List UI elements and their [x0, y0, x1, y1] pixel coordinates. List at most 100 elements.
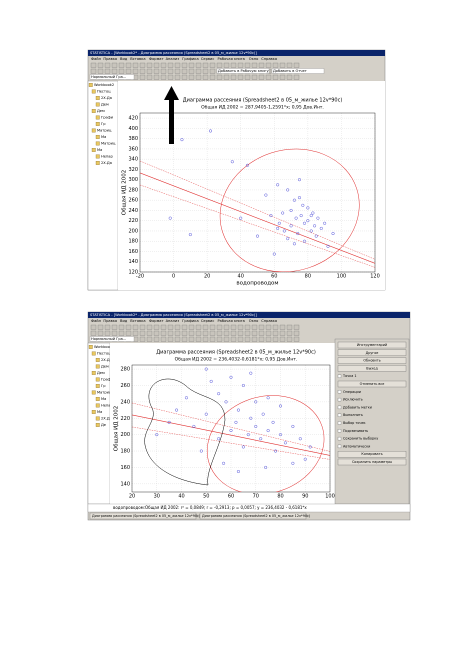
menu-item[interactable]: Формат: [149, 319, 164, 323]
menu-item[interactable]: Вставка: [130, 319, 145, 323]
toolbar-icon[interactable]: [202, 336, 209, 342]
tree-item[interactable]: Матриц: [101, 142, 116, 146]
toolbar-icon[interactable]: [279, 324, 286, 330]
tree-item[interactable]: Workbook2: [94, 83, 114, 87]
menu-item[interactable]: Вид: [120, 319, 128, 323]
dialog-button[interactable]: [337, 451, 407, 458]
toolbar-icon[interactable]: [258, 74, 265, 80]
toolbar-icon[interactable]: [265, 74, 272, 80]
toolbar-icon[interactable]: [146, 62, 153, 68]
toolbar-icon[interactable]: [202, 68, 209, 74]
menu-item[interactable]: Справка: [261, 57, 277, 61]
toolbar-icon[interactable]: [174, 324, 181, 330]
toolbar-field[interactable]: [89, 74, 135, 80]
toolbar-icon[interactable]: [223, 324, 230, 330]
menu-item[interactable]: Формат: [149, 57, 164, 61]
tree-item[interactable]: Матриц: [97, 391, 112, 395]
menu-item[interactable]: Правка: [103, 319, 117, 323]
menu-item[interactable]: Анализ: [166, 57, 180, 61]
tree-item[interactable]: Ма: [101, 135, 106, 139]
dialog-check[interactable]: [337, 436, 342, 441]
toolbar-icon[interactable]: [167, 336, 174, 342]
toolbar-icon[interactable]: [272, 336, 279, 342]
toolbar-icon[interactable]: [244, 324, 251, 330]
dialog-check[interactable]: [337, 444, 342, 449]
toolbar-icon[interactable]: [202, 324, 209, 330]
toolbar-icon[interactable]: [188, 62, 195, 68]
toolbar-icon[interactable]: [167, 68, 174, 74]
toolbar-icon[interactable]: [286, 324, 293, 330]
tree-item[interactable]: Гр: [101, 122, 106, 126]
toolbar-icon[interactable]: [104, 62, 111, 68]
toolbar-icon[interactable]: [174, 68, 181, 74]
toolbar-icon[interactable]: [237, 324, 244, 330]
toolbar-icon[interactable]: [258, 336, 265, 342]
tree-item[interactable]: Ма: [97, 410, 102, 414]
toolbar-icon[interactable]: [111, 68, 118, 74]
task-button[interactable]: [89, 512, 197, 520]
menu-item[interactable]: Окно: [249, 57, 259, 61]
toolbar-icon[interactable]: [118, 330, 125, 336]
toolbar-icon[interactable]: [216, 336, 223, 342]
dialog-button[interactable]: [337, 357, 407, 364]
toolbar-icon[interactable]: [97, 62, 104, 68]
toolbar-icon[interactable]: [293, 336, 300, 342]
tree-item[interactable]: Дем: [97, 371, 105, 375]
toolbar-icon[interactable]: [188, 336, 195, 342]
dialog-check[interactable]: [337, 405, 342, 410]
tree-item[interactable]: Workbook2: [94, 345, 114, 349]
toolbar-icon[interactable]: [286, 74, 293, 80]
toolbar-icon[interactable]: [258, 330, 265, 336]
toolbar-icon[interactable]: [244, 74, 251, 80]
toolbar-icon[interactable]: [223, 330, 230, 336]
toolbar-icon[interactable]: [195, 62, 202, 68]
toolbar-icon[interactable]: [230, 336, 237, 342]
toolbar-icon[interactable]: [195, 324, 202, 330]
tree-item[interactable]: Непар: [101, 404, 113, 408]
toolbar-icon[interactable]: [216, 324, 223, 330]
tree-item[interactable]: Графи: [101, 378, 114, 382]
toolbar-icon[interactable]: [244, 330, 251, 336]
toolbar-icon[interactable]: [139, 74, 146, 80]
toolbar-icon[interactable]: [153, 74, 160, 80]
toolbar-icon[interactable]: [202, 330, 209, 336]
toolbar-icon[interactable]: [111, 324, 118, 330]
menu-item[interactable]: Сервис: [201, 57, 214, 61]
toolbar-icon[interactable]: [174, 74, 181, 80]
tree-item[interactable]: 2Х.Да: [101, 96, 112, 100]
toolbar-icon[interactable]: [279, 62, 286, 68]
toolbar-icon[interactable]: [181, 74, 188, 80]
toolbar-icon[interactable]: [132, 62, 139, 68]
toolbar-icon[interactable]: [209, 336, 216, 342]
dialog-check[interactable]: [337, 397, 342, 402]
menu-item[interactable]: Справка: [261, 319, 277, 323]
toolbar-icon[interactable]: [174, 336, 181, 342]
toolbar-icon[interactable]: [118, 62, 125, 68]
menu-item[interactable]: Файл: [91, 319, 101, 323]
toolbar-icon[interactable]: [188, 324, 195, 330]
dialog-button[interactable]: [337, 365, 407, 372]
toolbar-icon[interactable]: [132, 68, 139, 74]
toolbar-icon[interactable]: [181, 330, 188, 336]
toolbar-icon[interactable]: [111, 62, 118, 68]
toolbar-icon[interactable]: [286, 330, 293, 336]
toolbar-icon[interactable]: [209, 68, 216, 74]
toolbar-icon[interactable]: [139, 324, 146, 330]
toolbar-icon[interactable]: [209, 62, 216, 68]
toolbar-icon[interactable]: [251, 336, 258, 342]
tree-item[interactable]: Матриц: [97, 129, 112, 133]
toolbar-icon[interactable]: [181, 324, 188, 330]
toolbar-icon[interactable]: [202, 62, 209, 68]
toolbar-icon[interactable]: [223, 336, 230, 342]
toolbar-icon[interactable]: [167, 62, 174, 68]
toolbar-icon[interactable]: [174, 330, 181, 336]
tree-item[interactable]: Дем: [97, 109, 105, 113]
toolbar-icon[interactable]: [209, 330, 216, 336]
toolbar-icon[interactable]: [139, 62, 146, 68]
toolbar-icon[interactable]: [125, 62, 132, 68]
toolbar-icon[interactable]: [293, 330, 300, 336]
menu-item[interactable]: Анализ: [166, 319, 180, 323]
toolbar-icon[interactable]: [209, 324, 216, 330]
toolbar-icon[interactable]: [195, 74, 202, 80]
toolbar-icon[interactable]: [181, 68, 188, 74]
